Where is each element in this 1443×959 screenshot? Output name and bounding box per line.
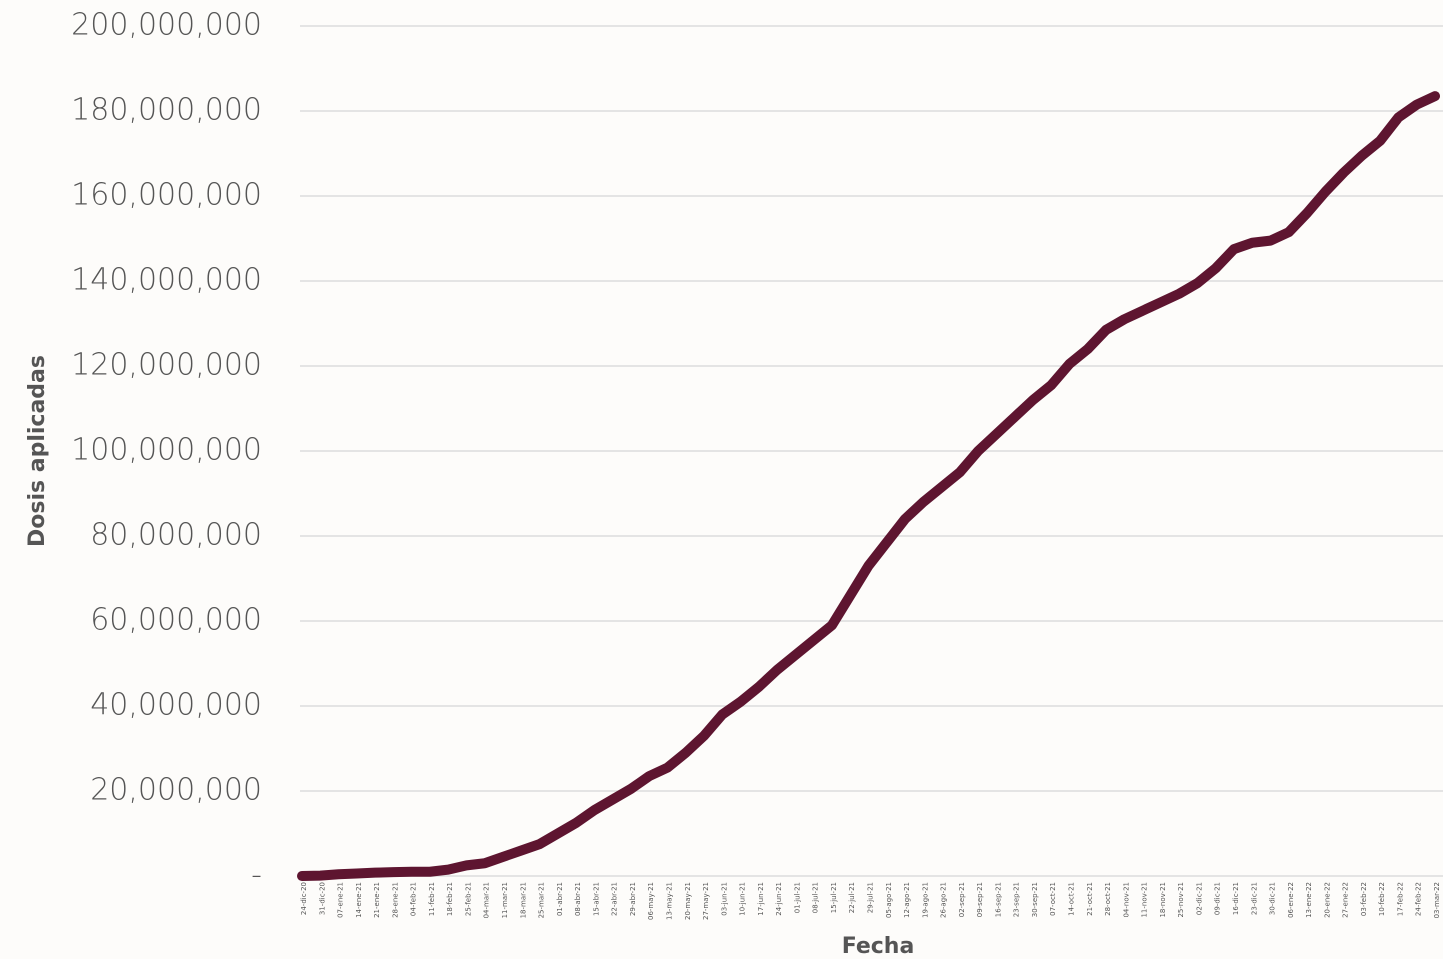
x-tick-label: 25-feb-21	[464, 882, 472, 916]
x-tick-label: 13-ene-22	[1305, 882, 1313, 918]
x-tick-label: 18-mar-21	[519, 882, 527, 918]
x-tick-label: 01-abr-21	[556, 882, 564, 916]
x-tick-label: 20-ene-22	[1323, 882, 1331, 918]
x-tick-label: 18-nov-21	[1159, 882, 1167, 918]
y-tick-label: 180,000,000	[71, 93, 262, 128]
y-tick-label: 160,000,000	[71, 178, 262, 213]
x-tick-label: 10-feb-22	[1378, 882, 1386, 916]
x-tick-label: 30-dic-21	[1269, 882, 1277, 915]
x-tick-label: 11-nov-21	[1141, 882, 1149, 918]
x-tick-label: 21-ene-21	[373, 882, 381, 918]
x-tick-label: 11-mar-21	[501, 882, 509, 918]
x-tick-label: 03-feb-22	[1360, 882, 1368, 916]
y-tick-label: 200,000,000	[71, 8, 262, 43]
x-tick-label: 26-ago-21	[940, 882, 948, 918]
x-tick-label: 24-jun-21	[775, 882, 783, 916]
x-tick-label: 17-feb-22	[1396, 882, 1404, 916]
x-tick-label: 02-sep-21	[958, 882, 966, 917]
x-tick-label: 27-may-21	[702, 882, 710, 920]
x-tick-label: 20-may-21	[684, 882, 692, 920]
x-tick-label: 29-abr-21	[629, 882, 637, 916]
y-tick-label: 60,000,000	[90, 603, 262, 638]
y-tick-label: 100,000,000	[71, 433, 262, 468]
x-tick-label: 15-jul-21	[830, 882, 838, 913]
y-axis-title: Dosis aplicadas	[25, 355, 50, 547]
x-tick-label: 04-nov-21	[1122, 882, 1130, 918]
x-tick-label: 30-sep-21	[1031, 882, 1039, 917]
x-tick-label: 11-feb-21	[428, 882, 436, 916]
x-tick-label: 27-ene-22	[1342, 882, 1350, 918]
x-tick-label: 23-dic-21	[1250, 882, 1258, 915]
x-tick-label: 28-oct-21	[1104, 882, 1112, 916]
x-tick-label: 08-jul-21	[812, 882, 820, 913]
x-tick-label: 06-may-21	[647, 882, 655, 920]
y-tick-label: 40,000,000	[90, 688, 262, 723]
y-tick-label: 120,000,000	[71, 348, 262, 383]
x-tick-label: 14-oct-21	[1068, 882, 1076, 916]
x-axis-title: Fecha	[842, 934, 915, 959]
x-tick-label: 24-feb-22	[1415, 882, 1423, 916]
x-tick-label: 19-ago-21	[921, 882, 929, 918]
y-tick-label: 140,000,000	[71, 263, 262, 298]
x-tick-label: 28-ene-21	[391, 882, 399, 918]
x-tick-label: 23-sep-21	[1013, 882, 1021, 917]
x-tick-label: 12-ago-21	[903, 882, 911, 918]
x-tick-label: 08-abr-21	[574, 882, 582, 916]
x-tick-label: 06-ene-22	[1287, 882, 1295, 918]
x-tick-label: 22-jul-21	[848, 882, 856, 913]
x-tick-label: 04-feb-21	[410, 882, 418, 916]
data-line	[297, 91, 1440, 881]
x-tick-label: 21-oct-21	[1086, 882, 1094, 916]
x-tick-label: 22-abr-21	[611, 882, 619, 916]
y-tick-label: -	[251, 858, 262, 893]
x-tick-label: 01-jul-21	[793, 882, 801, 913]
x-tick-label: 09-dic-21	[1214, 882, 1222, 915]
x-tick-label: 10-jun-21	[739, 882, 747, 916]
x-tick-label: 07-oct-21	[1049, 882, 1057, 916]
x-tick-label: 04-mar-21	[483, 882, 491, 918]
y-tick-label: 20,000,000	[90, 773, 262, 808]
x-tick-label: 17-jun-21	[757, 882, 765, 916]
x-tick-label: 31-dic-20	[318, 882, 326, 915]
x-tick-label: 05-ago-21	[885, 882, 893, 918]
x-tick-label: 03-mar-22	[1433, 882, 1441, 918]
x-tick-label: 29-jul-21	[867, 882, 875, 913]
x-tick-label: 16-sep-21	[994, 882, 1002, 917]
x-tick-label: 25-nov-21	[1177, 882, 1185, 918]
x-tick-label: 13-may-21	[665, 882, 673, 920]
y-tick-label: 80,000,000	[90, 518, 262, 553]
x-tick-label: 25-mar-21	[538, 882, 546, 918]
x-tick-label: 02-dic-21	[1195, 882, 1203, 915]
x-tick-label: 16-dic-21	[1232, 882, 1240, 915]
x-tick-label: 09-sep-21	[976, 882, 984, 917]
x-tick-label: 14-ene-21	[355, 882, 363, 918]
x-tick-label: 24-dic-20	[300, 882, 308, 915]
x-tick-label: 03-jun-21	[720, 882, 728, 916]
x-tick-label: 07-ene-21	[337, 882, 345, 918]
x-tick-label: 18-feb-21	[446, 882, 454, 916]
x-tick-label: 15-abr-21	[592, 882, 600, 916]
